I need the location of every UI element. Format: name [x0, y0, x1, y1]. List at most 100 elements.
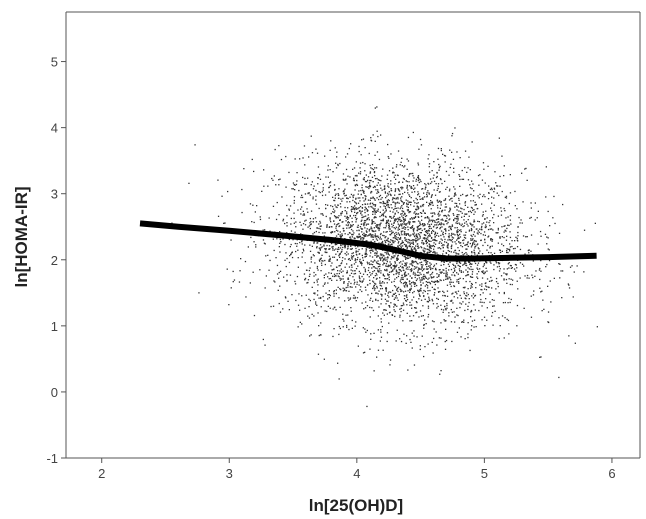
scatter-point [365, 186, 367, 188]
scatter-point [361, 139, 363, 141]
scatter-point [430, 212, 432, 214]
scatter-point [328, 248, 330, 250]
scatter-point [468, 230, 470, 232]
scatter-point [415, 250, 417, 252]
scatter-point [347, 217, 349, 219]
scatter-point [424, 250, 426, 252]
scatter-point [270, 305, 272, 308]
scatter-point [379, 257, 381, 259]
scatter-point [414, 266, 416, 268]
scatter-point [396, 259, 398, 261]
scatter-point [376, 256, 378, 258]
scatter-point [370, 202, 372, 204]
scatter-point [421, 252, 423, 254]
scatter-point [382, 260, 384, 262]
scatter-point [340, 262, 342, 265]
scatter-point [471, 254, 473, 257]
scatter-point [456, 262, 458, 265]
scatter-point [340, 236, 342, 239]
scatter-point [397, 245, 399, 247]
scatter-point [506, 250, 508, 252]
scatter-point [427, 281, 429, 284]
scatter-point [364, 256, 366, 258]
scatter-point [339, 219, 341, 221]
scatter-point [470, 268, 472, 271]
scatter-point [382, 274, 384, 277]
scatter-point [362, 238, 365, 240]
scatter-point [413, 335, 415, 337]
scatter-point [239, 270, 241, 272]
scatter-point [324, 310, 326, 312]
scatter-point [467, 336, 469, 339]
scatter-point [498, 262, 501, 264]
scatter-point [469, 349, 471, 352]
scatter-point [374, 287, 376, 290]
scatter-point [394, 235, 396, 237]
scatter-point [379, 215, 381, 218]
scatter-point [486, 270, 488, 272]
scatter-point [459, 277, 461, 279]
scatter-point [279, 242, 281, 244]
scatter-point [349, 215, 351, 217]
scatter-point [370, 228, 372, 230]
scatter-point [437, 224, 439, 226]
scatter-point [307, 226, 309, 228]
scatter-point [400, 243, 402, 245]
scatter-point [367, 179, 369, 182]
scatter-point [430, 227, 432, 230]
scatter-point [372, 211, 374, 213]
scatter-point [334, 199, 336, 202]
scatter-point [444, 199, 446, 201]
scatter-point [336, 216, 338, 218]
scatter-point [304, 244, 306, 246]
scatter-point [419, 232, 421, 234]
scatter-point [376, 151, 379, 153]
scatter-point [455, 194, 457, 196]
scatter-point [367, 269, 370, 272]
scatter-point [261, 190, 263, 192]
scatter-point [402, 309, 405, 311]
scatter-point [382, 220, 384, 222]
scatter-point [419, 268, 421, 270]
scatter-point [294, 189, 296, 191]
scatter-point [489, 224, 491, 227]
scatter-point [404, 239, 406, 241]
scatter-point [375, 230, 377, 232]
scatter-point [396, 174, 399, 176]
scatter-point [484, 241, 486, 244]
scatter-point [349, 274, 351, 277]
scatter-point [310, 334, 312, 336]
scatter-point [462, 178, 465, 180]
scatter-point [457, 237, 459, 239]
scatter-point [364, 203, 366, 205]
scatter-point [464, 213, 466, 215]
scatter-point [377, 263, 379, 265]
scatter-point [514, 205, 516, 207]
scatter-point [516, 237, 518, 240]
scatter-point [326, 251, 328, 254]
scatter-point [489, 245, 491, 248]
scatter-point [443, 263, 445, 266]
scatter-point [452, 281, 454, 283]
scatter-point [432, 239, 434, 241]
scatter-point [462, 301, 464, 303]
scatter-point [398, 193, 400, 196]
scatter-point [378, 179, 381, 181]
scatter-point [388, 244, 390, 246]
scatter-point [398, 269, 400, 271]
scatter-point [433, 238, 435, 241]
scatter-point [428, 163, 431, 165]
scatter-point [394, 240, 396, 242]
scatter-point [366, 240, 368, 242]
scatter-point [360, 261, 362, 263]
scatter-point [548, 249, 550, 251]
scatter-point [442, 253, 444, 255]
scatter-point [465, 195, 467, 197]
scatter-point [433, 242, 435, 244]
scatter-point [494, 310, 496, 312]
scatter-point [438, 269, 440, 271]
scatter-point [188, 182, 190, 184]
scatter-point [398, 225, 400, 228]
scatter-point [309, 299, 311, 302]
scatter-point [362, 257, 364, 259]
